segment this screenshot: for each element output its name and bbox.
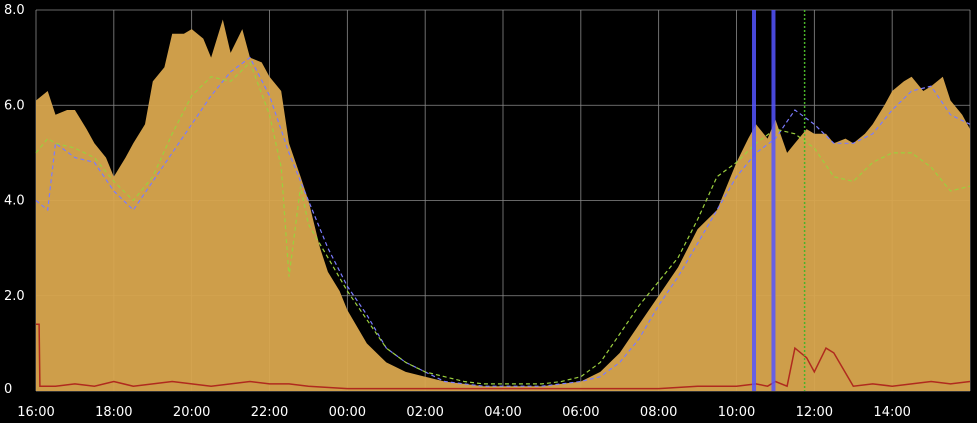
x-tick-label: 16:00 — [17, 405, 54, 420]
x-tick-label: 20:00 — [173, 405, 210, 420]
x-tick-label: 22:00 — [251, 405, 288, 420]
x-tick-label: 18:00 — [95, 405, 132, 420]
series-area-total — [36, 19, 970, 391]
x-tick-label: 04:00 — [484, 405, 521, 420]
x-tick-label: 06:00 — [562, 405, 599, 420]
y-tick-label: 4.0 — [4, 194, 25, 209]
x-tick-label: 12:00 — [796, 405, 833, 420]
series-line-green-dashed — [35, 61, 971, 385]
series-layer — [35, 10, 971, 391]
y-tick-label: 2.0 — [4, 289, 25, 304]
marker-band-blue — [752, 10, 757, 391]
x-tick-label: 00:00 — [329, 405, 366, 420]
x-tick-label: 08:00 — [640, 405, 677, 420]
series-line-blue-dashed — [35, 56, 971, 387]
x-tick-label: 02:00 — [406, 405, 443, 420]
x-axis-ticks: 16:00 18:00 20:00 22:00 00:00 02:00 04:00 06:00… — [17, 405, 911, 420]
y-tick-label: 6.0 — [4, 98, 25, 113]
series-line-red — [36, 323, 971, 390]
y-tick-label: 0 — [4, 382, 12, 397]
marker-band-blue — [771, 10, 776, 391]
y-tick-label: 8.0 — [4, 3, 25, 18]
x-tick-label: 10:00 — [718, 405, 755, 420]
x-tick-label: 14:00 — [873, 405, 910, 420]
y-axis-ticks: 0 2.0 4.0 6.0 8.0 — [4, 3, 25, 397]
